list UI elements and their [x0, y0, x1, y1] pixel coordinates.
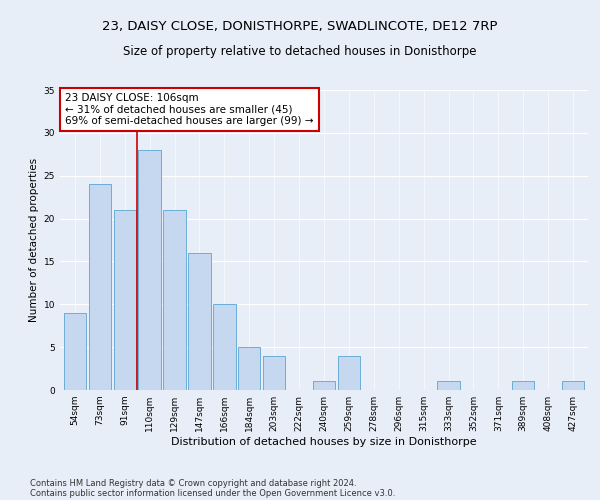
- Bar: [238, 347, 260, 390]
- Bar: [89, 184, 111, 390]
- Bar: [562, 382, 584, 390]
- Text: Contains HM Land Registry data © Crown copyright and database right 2024.: Contains HM Land Registry data © Crown c…: [30, 478, 356, 488]
- Bar: [338, 356, 360, 390]
- Bar: [263, 356, 286, 390]
- Bar: [188, 253, 211, 390]
- Y-axis label: Number of detached properties: Number of detached properties: [29, 158, 40, 322]
- Bar: [139, 150, 161, 390]
- Text: Size of property relative to detached houses in Donisthorpe: Size of property relative to detached ho…: [123, 45, 477, 58]
- Bar: [113, 210, 136, 390]
- Bar: [213, 304, 236, 390]
- X-axis label: Distribution of detached houses by size in Donisthorpe: Distribution of detached houses by size …: [171, 437, 477, 447]
- Text: 23 DAISY CLOSE: 106sqm
← 31% of detached houses are smaller (45)
69% of semi-det: 23 DAISY CLOSE: 106sqm ← 31% of detached…: [65, 93, 314, 126]
- Text: 23, DAISY CLOSE, DONISTHORPE, SWADLINCOTE, DE12 7RP: 23, DAISY CLOSE, DONISTHORPE, SWADLINCOT…: [102, 20, 498, 33]
- Bar: [313, 382, 335, 390]
- Text: Contains public sector information licensed under the Open Government Licence v3: Contains public sector information licen…: [30, 488, 395, 498]
- Bar: [64, 313, 86, 390]
- Bar: [163, 210, 186, 390]
- Bar: [437, 382, 460, 390]
- Bar: [512, 382, 535, 390]
